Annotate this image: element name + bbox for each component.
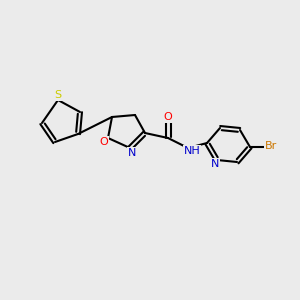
Text: Br: Br — [265, 141, 277, 151]
Text: N: N — [211, 159, 219, 169]
Text: N: N — [128, 148, 136, 158]
Text: NH: NH — [184, 146, 200, 156]
Text: O: O — [100, 137, 108, 147]
Text: S: S — [54, 90, 61, 100]
Text: O: O — [164, 112, 172, 122]
